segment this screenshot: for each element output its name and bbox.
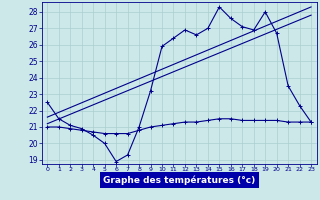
X-axis label: Graphe des températures (°c): Graphe des températures (°c) [103, 175, 255, 185]
